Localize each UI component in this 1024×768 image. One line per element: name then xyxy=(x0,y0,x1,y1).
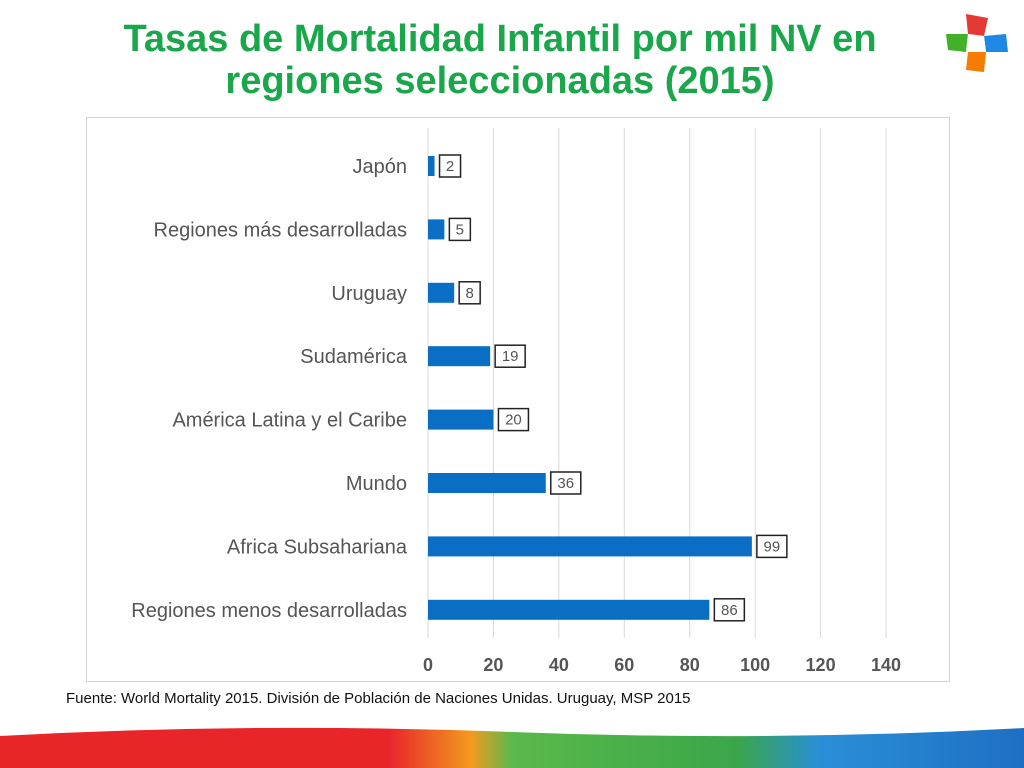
source-note: Fuente: World Mortality 2015. División d… xyxy=(66,690,691,707)
bar xyxy=(428,219,445,240)
data-label-box xyxy=(497,407,530,432)
category-label: Regiones más desarrolladas xyxy=(154,219,407,241)
category-label: Japón xyxy=(353,156,408,178)
category-label: Mundo xyxy=(346,473,407,495)
x-tick-label: 40 xyxy=(549,655,569,675)
logo-center xyxy=(966,34,986,52)
logo-red-arm xyxy=(966,14,988,36)
bar xyxy=(428,409,494,430)
bar xyxy=(428,536,752,557)
data-label: 99 xyxy=(764,538,781,555)
category-label: Uruguay xyxy=(331,283,407,305)
category-label: Regiones menos desarrolladas xyxy=(131,600,407,622)
x-tick-label: 80 xyxy=(680,655,700,675)
footer-color-band xyxy=(0,727,1024,768)
data-label: 5 xyxy=(456,221,464,238)
data-label-box xyxy=(438,154,462,178)
bar xyxy=(428,156,435,176)
category-label: Africa Subsahariana xyxy=(227,536,408,558)
category-label: América Latina y el Caribe xyxy=(172,410,407,432)
data-label-box xyxy=(494,344,526,368)
slide-title: Tasas de Mortalidad Infantil por mil NV … xyxy=(123,18,877,102)
category-label: Sudamérica xyxy=(300,346,408,368)
chart-area: 0 20 40 60 80 100 120 140 Japón 2 Regiones más des… xyxy=(86,117,950,682)
x-tick-label: 0 xyxy=(423,655,433,675)
logo-orange-arm xyxy=(966,52,986,72)
bar xyxy=(428,473,546,493)
logo-green-arm xyxy=(946,34,968,52)
data-label-box xyxy=(458,281,481,305)
data-label-box xyxy=(448,217,472,242)
x-tick-label: 20 xyxy=(483,655,503,675)
bar xyxy=(428,282,455,303)
x-tick-label: 60 xyxy=(614,655,634,675)
data-label-box xyxy=(550,471,582,495)
bar xyxy=(428,599,710,620)
data-label: 36 xyxy=(557,475,574,492)
bar xyxy=(428,346,491,367)
data-label-box xyxy=(713,598,746,622)
data-label: 19 xyxy=(502,348,519,365)
data-label: 86 xyxy=(721,602,738,619)
data-label: 2 xyxy=(446,158,454,175)
data-label: 20 xyxy=(505,412,522,429)
x-tick-label: 100 xyxy=(740,655,770,675)
data-label-box xyxy=(756,534,788,559)
logo-blue-arm xyxy=(984,34,1008,52)
bar-chart: 0 20 40 60 80 100 120 140 Japón 2 Regiones más des… xyxy=(131,128,901,675)
health-cross-logo xyxy=(946,14,1008,72)
data-label: 8 xyxy=(465,285,473,302)
x-tick-label: 140 xyxy=(871,655,901,675)
x-tick-label: 120 xyxy=(806,655,836,675)
